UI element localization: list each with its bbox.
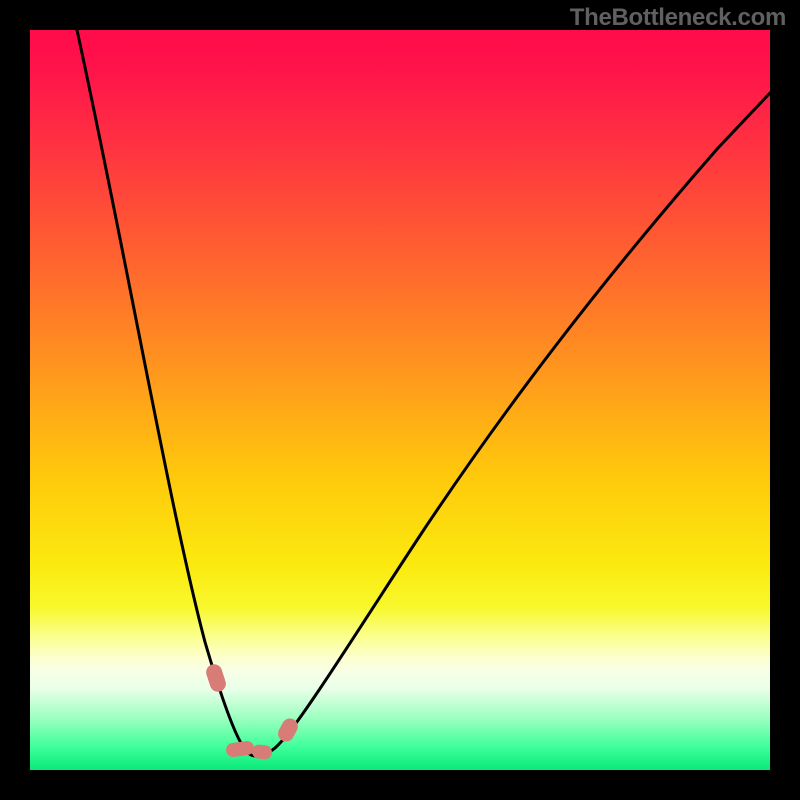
watermark-text: TheBottleneck.com [570, 4, 786, 32]
chart-area [30, 30, 770, 770]
gradient-background [30, 30, 770, 770]
curve-marker [251, 744, 272, 760]
outer-frame: TheBottleneck.com [0, 0, 800, 800]
bottleneck-curve-chart [30, 30, 770, 770]
